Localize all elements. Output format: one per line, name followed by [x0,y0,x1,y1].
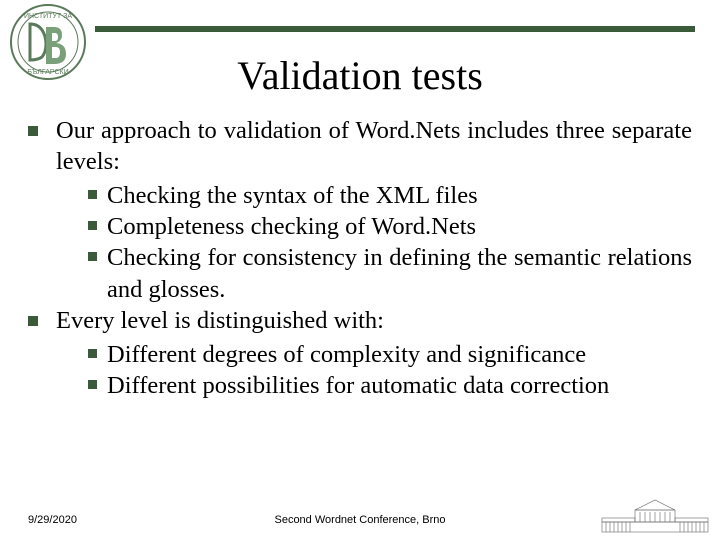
slide-title: Validation tests [0,52,720,99]
bullet-marker-icon [88,380,97,389]
bullet-marker-icon [28,126,38,136]
bullet-marker-icon [88,221,97,230]
sub-list: Different degrees of complexity and sign… [88,339,692,402]
sub-bullet-text: Checking for consistency in defining the… [107,242,692,305]
bullet-marker-icon [88,252,97,261]
bullet-marker-icon [28,316,38,326]
sub-bullet-item: Completeness checking of Word.Nets [88,211,692,242]
content-area: Our approach to validation of Word.Nets … [28,115,692,401]
sub-bullet-text: Different possibilities for automatic da… [107,370,692,401]
bullet-text: Every level is distinguished with: [56,305,692,336]
sub-bullet-text: Different degrees of complexity and sign… [107,339,692,370]
sub-bullet-item: Different degrees of complexity and sign… [88,339,692,370]
bullet-text: Our approach to validation of Word.Nets … [56,115,692,178]
sub-bullet-item: Checking for consistency in defining the… [88,242,692,305]
sub-bullet-text: Checking the syntax of the XML files [107,180,692,211]
svg-text:ИНСТИТУТ ЗА: ИНСТИТУТ ЗА [24,13,72,20]
header-rule [95,26,695,32]
sub-list: Checking the syntax of the XML files Com… [88,180,692,305]
building-icon [600,492,710,534]
bullet-item: Our approach to validation of Word.Nets … [28,115,692,178]
sub-bullet-text: Completeness checking of Word.Nets [107,211,692,242]
bullet-marker-icon [88,190,97,199]
sub-bullet-item: Different possibilities for automatic da… [88,370,692,401]
sub-bullet-item: Checking the syntax of the XML files [88,180,692,211]
bullet-marker-icon [88,349,97,358]
bullet-item: Every level is distinguished with: [28,305,692,336]
